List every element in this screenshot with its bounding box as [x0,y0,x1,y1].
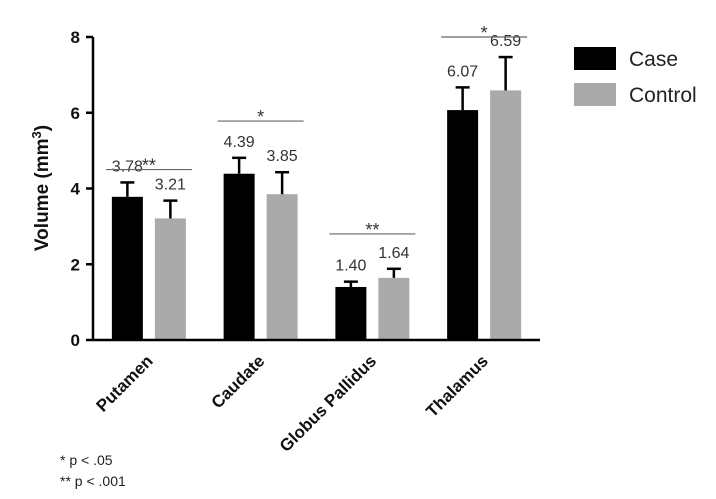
significance-markers: ****** [105,23,528,240]
data-label: 1.40 [335,258,366,275]
y-axis-label-sup: 3 [29,131,44,138]
legend: Case Control [574,47,697,107]
significance-label: ** [142,156,156,176]
bar-case [111,196,143,340]
legend-label-case: Case [629,48,678,71]
y-axis-label-main: Volume (mm [32,138,53,251]
bar-control [490,90,522,340]
legend-label-control: Control [629,84,697,107]
y-tick-label: 0 [71,331,80,350]
footnote-p05: * p < .05 [60,452,113,468]
bar-control [378,277,410,340]
bar-case [447,110,479,340]
data-label: 3.85 [267,148,298,165]
data-label: 3.21 [155,177,186,194]
footnote-p001: ** p < .001 [60,473,126,489]
data-label: 4.39 [224,134,255,151]
y-axis: 0 2 4 6 8 [71,28,95,350]
significance-label: * [257,107,264,127]
y-axis-label-close: ) [32,125,53,131]
y-tick-label: 4 [71,180,81,199]
category-label: Putamen [93,351,157,415]
bar-case [335,286,367,340]
bar-control [154,218,186,340]
data-label: 1.64 [378,245,409,262]
data-label: 3.78 [112,158,143,175]
y-tick-label: 6 [71,104,80,123]
bar-case [223,173,255,340]
data-label: 6.59 [490,33,521,50]
y-tick-label: 2 [71,255,80,274]
data-label: 6.07 [447,63,478,80]
significance-label: ** [365,220,379,240]
category-label: Caudate [208,351,269,412]
legend-swatch-case [574,47,616,70]
significance-label: * [481,23,488,43]
bar-control [266,194,298,340]
x-axis: Putamen Caudate Globus Pallidus Thalamus [93,338,540,456]
category-label: Globus Pallidus [276,351,380,455]
y-axis-label: Volume (mm3) [29,125,53,251]
category-label: Thalamus [422,351,492,421]
bars: 3.78 3.21 4.39 3.85 1.40 1.64 6.07 6.59 [112,33,521,340]
legend-swatch-control [574,83,616,106]
y-tick-label: 8 [71,28,80,47]
